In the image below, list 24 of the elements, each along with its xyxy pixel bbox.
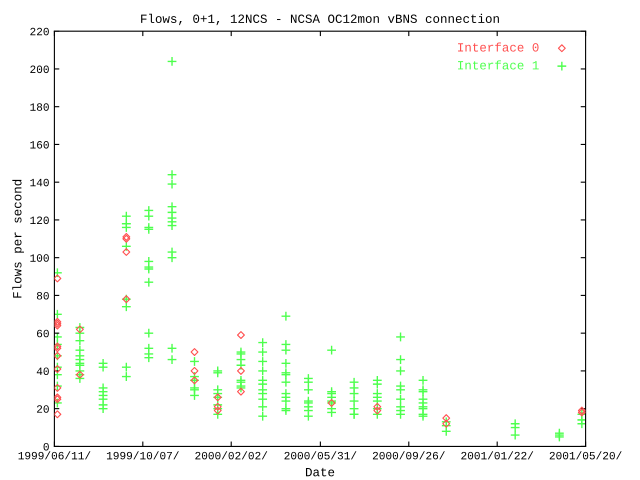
y-tick-label: 60 <box>37 330 49 338</box>
legend-label: Interface 0 <box>458 42 539 52</box>
x-tick-label: 2000/09/26/ <box>372 451 445 460</box>
x-tick-label: 2000/05/31/ <box>284 451 356 460</box>
x-tick-label: 2001/05/20/ <box>550 451 622 460</box>
y-tick-label: 180 <box>30 103 49 111</box>
x-tick-label: 2001/01/22/ <box>461 451 534 460</box>
y-tick-label: 100 <box>30 254 49 262</box>
chart-title: Flows, 0+1, 12NCS - NCSA OC12mon vBNS connection <box>141 14 499 26</box>
y-tick-label: 80 <box>36 292 49 300</box>
y-tick-label: 20 <box>36 405 49 413</box>
y-tick-label: 200 <box>30 66 49 74</box>
x-tick-label: 2000/02/02/ <box>195 451 268 460</box>
y-tick-label: 220 <box>30 28 49 36</box>
y-tick-label: 40 <box>36 368 49 376</box>
y-tick-label: 140 <box>30 178 49 186</box>
y-tick-label: 0 <box>44 442 49 451</box>
y-tick-label: 160 <box>30 141 49 149</box>
x-axis-title: Date <box>306 468 334 476</box>
y-tick-label: 120 <box>30 216 49 224</box>
x-tick-label: 1999/06/11/ <box>18 451 90 460</box>
x-tick-label: 1999/10/07/ <box>106 451 179 460</box>
y-axis-title: Flows per second <box>12 180 24 298</box>
legend-label: Interface 1 <box>458 60 539 70</box>
